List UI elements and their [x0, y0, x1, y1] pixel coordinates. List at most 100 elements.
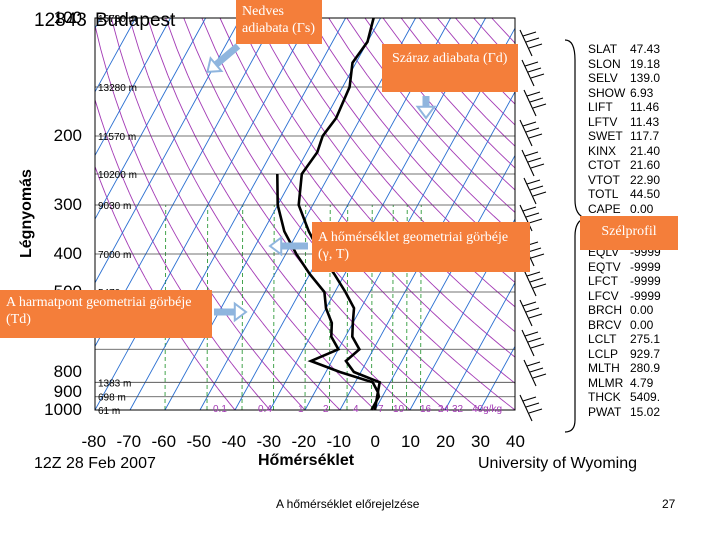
dry-adiabat-segment	[505, 375, 512, 381]
dry-adiabat-segment	[112, 152, 119, 168]
dry-adiabat-segment	[375, 284, 384, 293]
dry-adiabat-segment	[297, 328, 303, 335]
dry-adiabat-segment	[393, 135, 409, 153]
dry-adiabat-segment	[266, 253, 274, 263]
dry-adiabat-segment	[176, 97, 187, 119]
index-value: 280.9	[630, 361, 661, 375]
dry-adiabat-segment	[186, 253, 192, 263]
dry-adiabat-segment	[314, 180, 325, 194]
dry-adiabat-segment	[201, 17, 216, 50]
mixing-ratio-label: 16	[420, 404, 432, 415]
temperature-tick-label: -80	[81, 432, 107, 451]
dry-adiabat-segment	[336, 304, 343, 312]
dry-adiabat-segment	[348, 192, 359, 206]
dry-adiabat-segment	[252, 48, 268, 76]
dry-adiabat-segment	[294, 399, 299, 404]
dry-adiabat-segment	[364, 17, 388, 50]
dry-adiabat-segment	[507, 117, 516, 126]
wind-barb-feather	[529, 185, 544, 191]
index-name: SLON	[588, 56, 621, 71]
station-city: Budapest	[95, 10, 176, 31]
dry-adiabat-segment	[263, 362, 268, 368]
index-name: CTOT	[588, 158, 621, 172]
index-name: MLMR	[588, 375, 624, 390]
dry-adiabat-segment	[287, 353, 293, 360]
dry-adiabat-segment	[218, 180, 228, 194]
wind-barb-feather	[526, 179, 541, 185]
dry-adiabat-segment	[110, 17, 121, 50]
dry-adiabat-segment	[392, 362, 399, 369]
wind-barb-feather	[532, 191, 547, 197]
dry-adiabat-segment	[490, 362, 496, 369]
dry-adiabat-segment	[308, 204, 318, 217]
index-value: 4.79	[630, 375, 654, 390]
dry-adiabat-segment	[184, 204, 191, 217]
dry-adiabat-segment	[415, 383, 421, 389]
dry-adiabat-segment	[232, 322, 237, 329]
wind-barb-staff	[519, 394, 533, 422]
dry-adiabat-segment	[262, 284, 269, 293]
dry-adiabat-segment	[360, 362, 366, 369]
dry-adiabat-segment	[201, 235, 209, 246]
dry-adiabat-segment	[244, 338, 249, 345]
dry-adiabat-segment	[446, 97, 466, 119]
pressure-tick-label: 100	[53, 8, 82, 27]
dry-adiabat-segment	[100, 48, 109, 76]
mixing-ratio-label: 0.1	[213, 404, 227, 415]
dry-adiabat-segment	[272, 48, 288, 76]
height-label: 9030 m	[98, 201, 131, 212]
index-row: EQTV -9999	[588, 260, 661, 275]
dry-adiabat-segment	[254, 391, 259, 397]
dry-adiabat-segment	[510, 353, 516, 358]
dry-adiabat-segment	[284, 387, 289, 393]
temperature-tick-label: -60	[151, 432, 177, 451]
isotherm-line	[129, 17, 346, 411]
dry-adiabat-segment	[147, 180, 155, 194]
dry-adiabat-segment	[456, 204, 469, 217]
dry-adiabat-segment	[150, 135, 159, 153]
dry-adiabat-segment	[314, 384, 320, 389]
dry-adiabat-segment	[460, 310, 469, 318]
dry-adiabat-segment	[461, 338, 469, 345]
dry-adiabat-segment	[400, 117, 417, 137]
dry-adiabat-segment	[252, 348, 257, 355]
dry-adiabat-segment	[469, 192, 483, 206]
dry-adiabat-segment	[323, 358, 329, 364]
dry-adiabat-segment	[474, 322, 482, 329]
dry-adiabat-segment	[271, 117, 284, 137]
index-row: PWAT 15.02	[588, 405, 661, 420]
dry-adiabat-segment	[207, 245, 214, 255]
index-row: SELV 139.0	[588, 71, 661, 86]
dry-adiabat-segment	[284, 277, 292, 286]
dry-adiabat-segment	[195, 48, 209, 76]
temperature-tick-label: 20	[436, 432, 455, 451]
dry-adiabat-segment	[157, 152, 166, 168]
dry-adiabat-segment	[439, 291, 448, 300]
dry-adiabat-segment	[437, 17, 464, 50]
dry-adiabat-segment	[352, 387, 357, 393]
dry-adiabat-segment	[220, 391, 224, 397]
mixing-ratio-line	[164, 205, 167, 411]
dry-adiabat-segment	[332, 204, 343, 217]
dry-adiabat-segment	[229, 402, 233, 407]
dry-adiabat-segment	[258, 204, 267, 217]
dry-adiabat-segment	[267, 291, 274, 299]
dry-adiabat-segment	[227, 358, 232, 364]
dry-adiabat-segment	[291, 215, 300, 227]
index-row: MLMR 4.79	[588, 376, 661, 391]
dry-adiabat-segment	[290, 284, 298, 293]
dry-adiabat-segment	[265, 215, 274, 227]
dry-adiabat-segment	[301, 333, 308, 340]
dry-adiabat-segment	[251, 387, 255, 393]
dry-adiabat-segment	[181, 245, 187, 255]
pressure-tick-label: 1000	[44, 400, 82, 419]
dry-adiabat-segment	[273, 262, 280, 271]
index-row: SLAT 47.43	[588, 42, 661, 57]
wind-barb-feather	[532, 373, 547, 379]
height-label: 61 m	[98, 406, 120, 417]
callout-temperature-curve: A hőmérséklet geometriai görbéje (γ, T)	[312, 222, 530, 272]
wind-barb-feather	[532, 103, 547, 109]
dry-adiabat-segment	[250, 193, 260, 206]
dry-adiabat-segment	[242, 180, 252, 194]
index-value: 19.18	[630, 56, 661, 71]
